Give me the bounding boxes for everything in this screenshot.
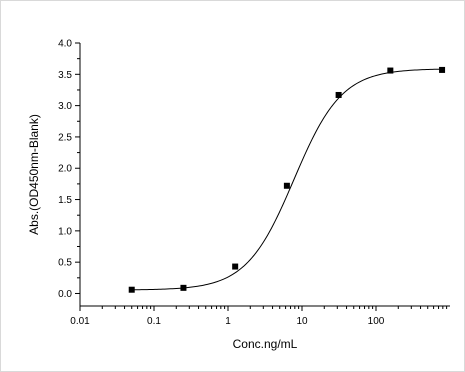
data-point	[128, 286, 135, 293]
data-point	[439, 66, 446, 73]
x-tick-label: 100	[368, 316, 385, 327]
data-point	[232, 263, 239, 270]
fit-curve	[131, 68, 443, 291]
x-axis-title: Conc.ng/mL	[233, 337, 298, 351]
y-tick-label: 0.5	[58, 258, 72, 269]
y-tick-label: 3.0	[58, 101, 72, 112]
x-tick-label: 10	[296, 316, 308, 327]
data-point	[387, 67, 394, 74]
data-point	[335, 91, 342, 98]
y-tick-label: 1.0	[58, 226, 72, 237]
y-tick-label: 2.5	[58, 132, 72, 143]
x-tick-label: 1	[225, 316, 231, 327]
y-tick-label: 4.0	[58, 39, 72, 50]
y-tick-label: 2.0	[58, 164, 72, 175]
x-tick-label: 0.01	[70, 316, 90, 327]
x-tick-label: 0.1	[147, 316, 161, 327]
data-point	[180, 284, 187, 291]
y-tick-label: 3.5	[58, 70, 72, 81]
data-point	[283, 182, 290, 189]
y-axis-title: Abs.(OD450nm-Blank)	[27, 114, 41, 235]
y-tick-label: 1.5	[58, 195, 72, 206]
y-tick-label: 0.0	[58, 289, 72, 300]
